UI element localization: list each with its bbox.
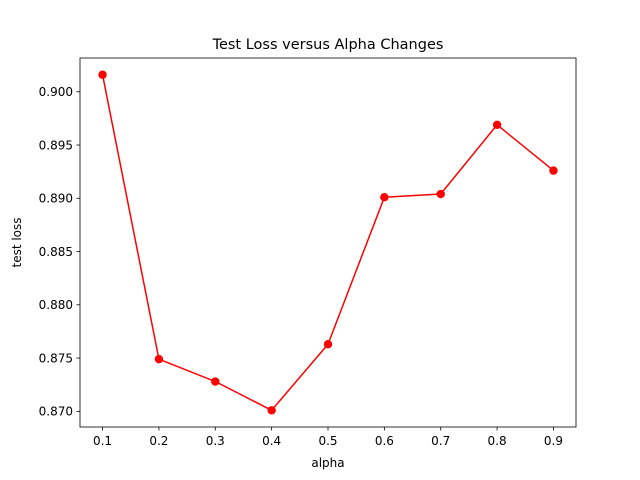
x-tick-label: 0.4 — [262, 434, 281, 448]
y-tick-label: 0.870 — [39, 405, 73, 419]
data-point — [211, 377, 220, 386]
data-point — [154, 354, 164, 364]
y-tick-label: 0.885 — [39, 245, 73, 259]
axes-frame — [79, 57, 577, 428]
x-tick-label: 0.2 — [149, 434, 168, 448]
y-tick-label: 0.900 — [39, 85, 73, 99]
y-tick-label: 0.895 — [39, 138, 73, 152]
x-axis-label: alpha — [311, 456, 344, 470]
y-tick-label: 0.890 — [39, 192, 73, 206]
x-tick-label: 0.1 — [93, 434, 112, 448]
y-axis-label: test loss — [10, 217, 24, 267]
x-tick-label: 0.5 — [318, 434, 337, 448]
x-tick-label: 0.3 — [206, 434, 225, 448]
data-point — [380, 193, 389, 202]
x-tick-label: 0.6 — [375, 434, 394, 448]
data-point — [492, 120, 502, 129]
plot-area: 0.1 0.2 0.3 0.4 0.5 0.6 0.7 0.8 0.9 0.870 0.875 0.8… — [39, 57, 577, 448]
data-point — [98, 70, 107, 79]
chart-title: Test Loss versus Alpha Changes — [212, 37, 444, 53]
x-tick-label: 0.8 — [488, 434, 507, 448]
x-tick-label: 0.7 — [431, 434, 450, 448]
y-tick-label: 0.880 — [39, 298, 73, 312]
data-point — [549, 166, 558, 175]
data-point — [267, 406, 276, 415]
y-tick-label: 0.875 — [39, 351, 73, 365]
x-tick-label: 0.9 — [544, 434, 563, 448]
data-point — [436, 189, 445, 199]
data-point — [323, 340, 333, 349]
